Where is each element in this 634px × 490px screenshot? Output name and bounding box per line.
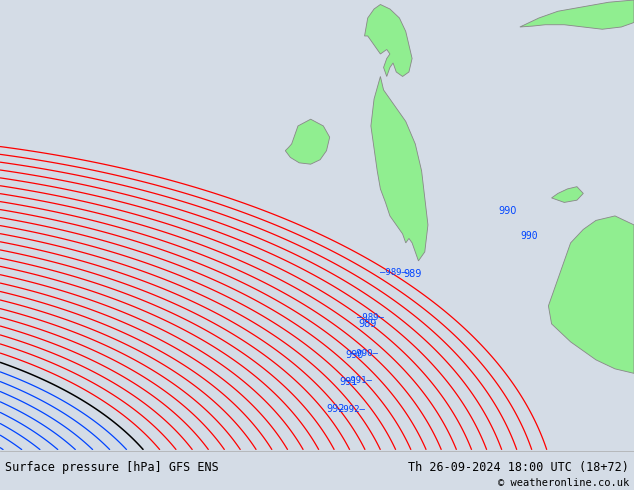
Text: 990: 990 (498, 206, 516, 217)
Polygon shape (548, 216, 634, 373)
Text: —989—: —989— (358, 313, 384, 321)
Polygon shape (371, 76, 428, 261)
Text: 990: 990 (346, 350, 364, 360)
Text: 992: 992 (327, 404, 346, 415)
Text: Surface pressure [hPa] GFS ENS: Surface pressure [hPa] GFS ENS (5, 461, 219, 474)
Text: —989—: —989— (380, 268, 406, 277)
Text: —990—: —990— (351, 348, 378, 358)
Polygon shape (552, 187, 583, 202)
Text: © weatheronline.co.uk: © weatheronline.co.uk (498, 478, 629, 488)
Text: Th 26-09-2024 18:00 UTC (18+72): Th 26-09-2024 18:00 UTC (18+72) (408, 461, 629, 474)
Polygon shape (285, 119, 330, 164)
Polygon shape (520, 0, 634, 29)
Text: 991: 991 (340, 377, 358, 388)
Text: 990: 990 (520, 231, 538, 241)
Text: —991—: —991— (345, 376, 372, 385)
Text: 989: 989 (359, 319, 377, 329)
Polygon shape (365, 4, 412, 76)
Text: —992—: —992— (339, 405, 365, 414)
Text: 989: 989 (403, 270, 421, 279)
